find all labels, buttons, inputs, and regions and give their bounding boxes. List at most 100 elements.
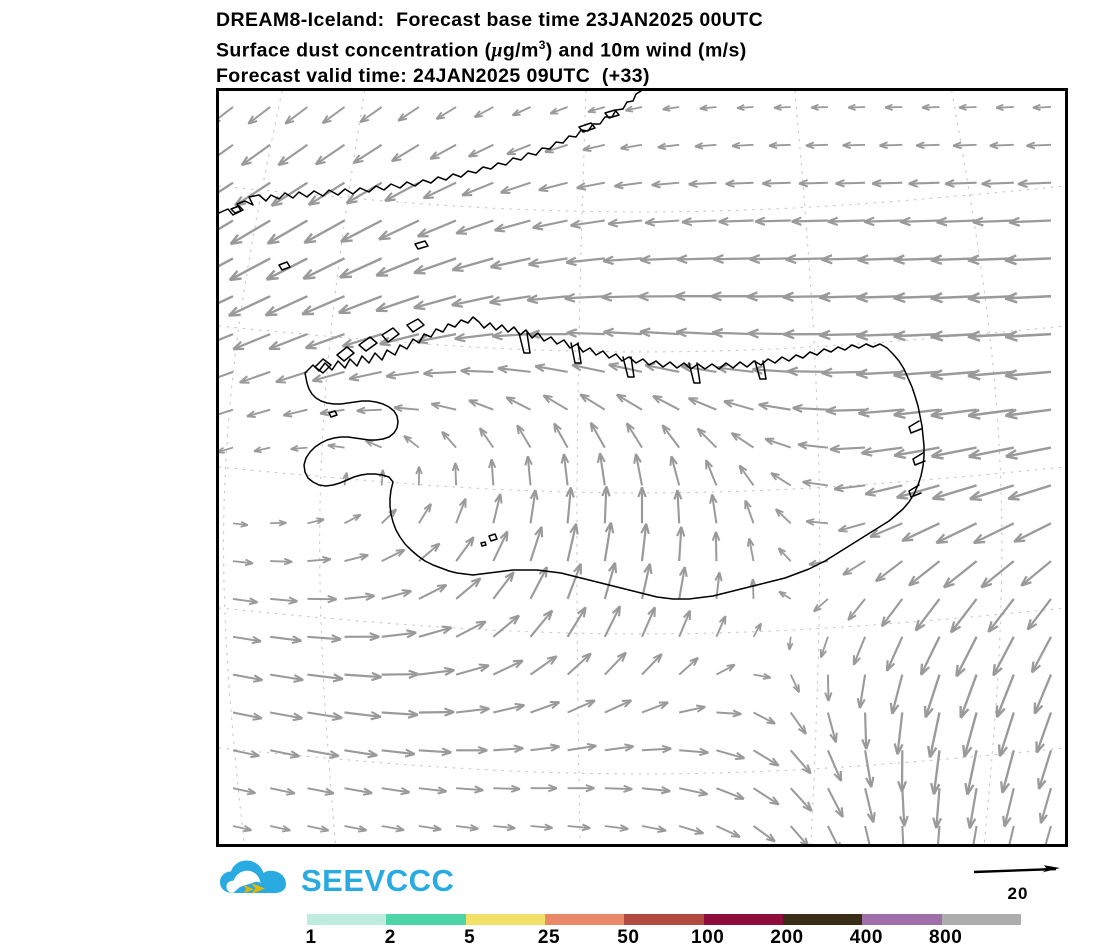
wind-arrow bbox=[307, 825, 330, 833]
wind-arrow bbox=[430, 401, 457, 411]
wind-arrow bbox=[812, 598, 829, 613]
wind-arrow bbox=[789, 711, 807, 735]
wind-arrow bbox=[829, 444, 866, 454]
wind-arrow bbox=[716, 749, 746, 761]
wind-arrow bbox=[270, 673, 304, 683]
wind-arrow bbox=[455, 577, 482, 600]
wind-arrow bbox=[397, 106, 420, 122]
wind-arrow bbox=[789, 749, 812, 775]
wind-arrow bbox=[673, 489, 683, 524]
wind-arrow bbox=[847, 103, 866, 111]
wind-arrow bbox=[718, 216, 754, 227]
wind-arrow bbox=[625, 422, 643, 449]
wind-arrow bbox=[570, 219, 605, 229]
wind-arrow bbox=[1037, 749, 1053, 790]
wind-arrow bbox=[893, 368, 940, 380]
coastline-islet-small-2 bbox=[278, 261, 291, 271]
wind-arrow bbox=[461, 181, 494, 197]
wind-arrow bbox=[232, 597, 259, 606]
wind-arrow bbox=[930, 369, 977, 381]
wind-arrow bbox=[270, 711, 304, 722]
wind-arrow bbox=[275, 370, 308, 384]
wind-arrow bbox=[229, 219, 271, 246]
wind-arrow bbox=[633, 453, 644, 486]
wind-arrow bbox=[641, 701, 669, 714]
wind-arrow bbox=[239, 370, 271, 384]
wind-arrow bbox=[566, 563, 582, 600]
wind-arrow bbox=[754, 216, 791, 226]
wind-arrow bbox=[344, 825, 368, 833]
wind-arrow bbox=[492, 614, 521, 638]
wind-arrow bbox=[652, 394, 680, 411]
wind-arrow bbox=[639, 327, 680, 338]
wind-arrow bbox=[842, 141, 866, 150]
wind-arrow bbox=[247, 106, 271, 125]
colorbar-tick-200: 200 bbox=[770, 927, 804, 948]
colorbar-tick-25: 25 bbox=[537, 927, 561, 948]
wind-arrow bbox=[639, 254, 680, 265]
wind-arrow bbox=[679, 747, 709, 757]
wind-arrow bbox=[824, 674, 833, 702]
wind-arrow bbox=[232, 673, 264, 683]
wind-arrow bbox=[837, 522, 866, 533]
parallel-0 bbox=[219, 185, 1065, 213]
wind-arrow bbox=[344, 513, 362, 525]
wind-arrow bbox=[901, 522, 940, 542]
wind-arrow bbox=[393, 404, 419, 413]
wind-arrow bbox=[899, 216, 940, 227]
wind-arrow bbox=[566, 328, 605, 338]
wind-arrow bbox=[227, 295, 271, 317]
wind-arrow bbox=[1002, 787, 1015, 828]
wind-arrow bbox=[753, 711, 776, 725]
parallel-3 bbox=[219, 607, 1065, 635]
wind-arrow bbox=[455, 219, 494, 235]
wind-arrow bbox=[549, 106, 568, 115]
wind-arrow bbox=[980, 560, 1015, 589]
wind-arrow bbox=[232, 333, 271, 351]
wind-arrow bbox=[675, 327, 717, 338]
wind-arrow bbox=[744, 499, 755, 524]
wind-arrow bbox=[423, 368, 457, 378]
parallel-1 bbox=[219, 325, 1065, 353]
wind-arrow bbox=[455, 497, 467, 524]
wind-arrow bbox=[644, 217, 680, 227]
wind-arrow bbox=[752, 622, 762, 638]
wind-arrow bbox=[967, 369, 1014, 381]
wind-arrow bbox=[219, 408, 234, 419]
wind-arrow bbox=[493, 784, 521, 793]
wind-arrow bbox=[344, 632, 380, 642]
colorbar-tick-1: 1 bbox=[305, 927, 317, 948]
coastline-group bbox=[219, 91, 926, 600]
wind-arrow bbox=[789, 674, 801, 693]
wind-arrow bbox=[893, 408, 940, 420]
wind-arrow bbox=[567, 823, 591, 832]
wind-arrow bbox=[460, 366, 494, 376]
seevccc-logo: SEEVCCC bbox=[220, 860, 454, 900]
wind-arrow bbox=[307, 634, 342, 644]
title-line-base-time: DREAM8-Iceland: Forecast base time 23JAN… bbox=[216, 9, 764, 31]
cloud-icon bbox=[220, 860, 286, 894]
colorbar-tick-100: 100 bbox=[691, 927, 725, 948]
wind-arrow bbox=[716, 787, 745, 800]
wind-arrow bbox=[378, 219, 420, 241]
wind-arrow bbox=[290, 444, 308, 452]
wind-arrow bbox=[567, 699, 596, 714]
wind-arrow bbox=[641, 653, 663, 676]
wind-arrow bbox=[893, 712, 904, 755]
wind-arrow bbox=[874, 560, 903, 583]
wind-arrow bbox=[777, 547, 792, 562]
wind-arrow bbox=[553, 422, 569, 449]
wind-arrow bbox=[855, 368, 903, 380]
coastline-islet-vestmannaeyjar bbox=[488, 533, 498, 542]
wind-arrow bbox=[565, 486, 575, 524]
wind-arrow bbox=[731, 141, 754, 150]
wind-arrow bbox=[712, 254, 754, 264]
wind-arrow bbox=[454, 332, 494, 343]
wind-arrow bbox=[532, 219, 568, 231]
wind-arrow bbox=[488, 458, 497, 486]
wind-arrow bbox=[936, 216, 977, 227]
coastline-greenland-islet-2 bbox=[604, 109, 620, 119]
colorbar-tick-5: 5 bbox=[464, 927, 476, 948]
wind-arrow bbox=[778, 590, 792, 600]
wind-arrow bbox=[791, 216, 828, 226]
